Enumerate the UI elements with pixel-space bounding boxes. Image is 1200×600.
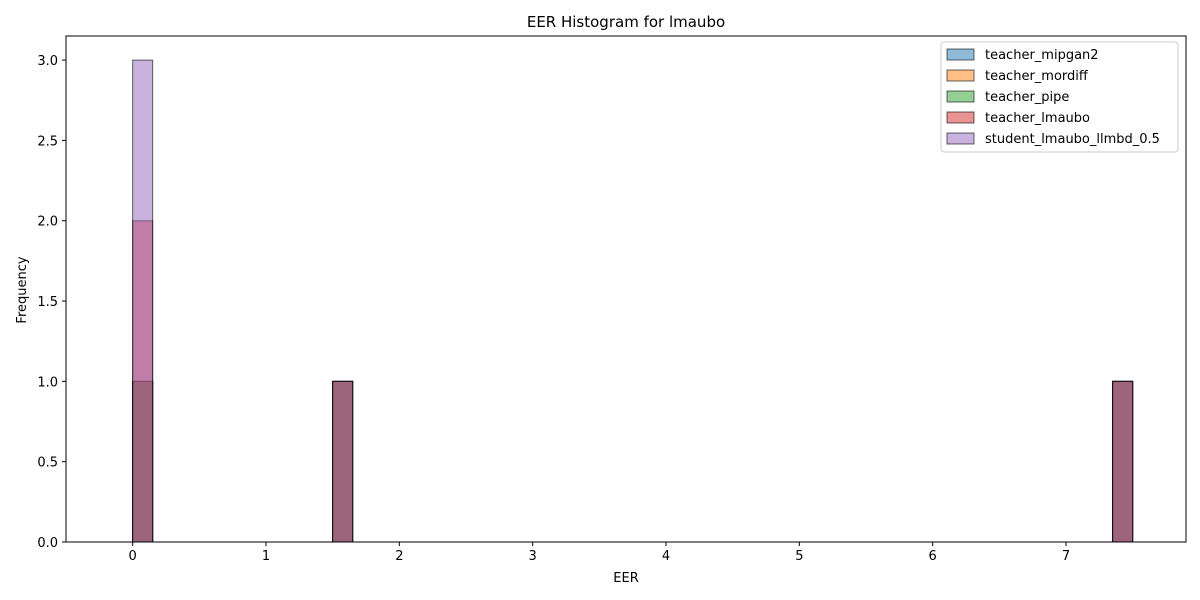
histogram-bar [332, 380, 354, 543]
x-tick-label: 0 [129, 549, 137, 564]
legend: teacher_mipgan2 teacher_mordiff teacher_pi… [940, 41, 1179, 153]
y-axis-title: Frequency [15, 256, 30, 323]
legend-label: teacher_pipe [985, 90, 1069, 105]
x-tick-label: 6 [929, 549, 937, 564]
legend-swatch [946, 111, 975, 124]
plot-frame [65, 35, 1187, 543]
x-tick-label: 3 [529, 549, 537, 564]
legend-label: teacher_mipgan2 [985, 48, 1099, 63]
legend-swatch [946, 132, 975, 145]
histogram-bar [132, 59, 154, 543]
x-axis-title: EER [613, 571, 638, 586]
legend-label: student_lmaubo_llmbd_0.5 [985, 132, 1160, 147]
x-tick-label: 5 [795, 549, 803, 564]
bars-layer [132, 59, 1134, 543]
legend-swatch [946, 48, 975, 61]
legend-swatch [946, 90, 975, 103]
histogram-bar [1112, 380, 1134, 543]
legend-label: teacher_lmaubo [985, 111, 1090, 126]
y-tick-label: 3.0 [37, 54, 58, 69]
x-axis-ticks: 0 1 2 3 4 5 6 7 [129, 542, 1070, 564]
y-tick-label: 0.0 [37, 536, 58, 551]
y-tick-label: 2.5 [37, 134, 58, 149]
chart-title: EER Histogram for lmaubo [527, 13, 725, 31]
y-tick-label: 1.0 [37, 375, 58, 390]
y-tick-label: 2.0 [37, 215, 58, 230]
x-tick-label: 1 [262, 549, 270, 564]
legend-label: teacher_mordiff [985, 69, 1089, 84]
y-tick-label: 1.5 [37, 295, 58, 310]
legend-box [940, 41, 1179, 153]
x-tick-label: 7 [1062, 549, 1070, 564]
y-axis-ticks: 0.0 0.5 1.0 1.5 2.0 2.5 3.0 [37, 54, 66, 551]
y-tick-label: 0.5 [37, 456, 58, 471]
x-tick-label: 2 [395, 549, 403, 564]
legend-swatch [946, 69, 975, 82]
x-tick-label: 4 [662, 549, 670, 564]
